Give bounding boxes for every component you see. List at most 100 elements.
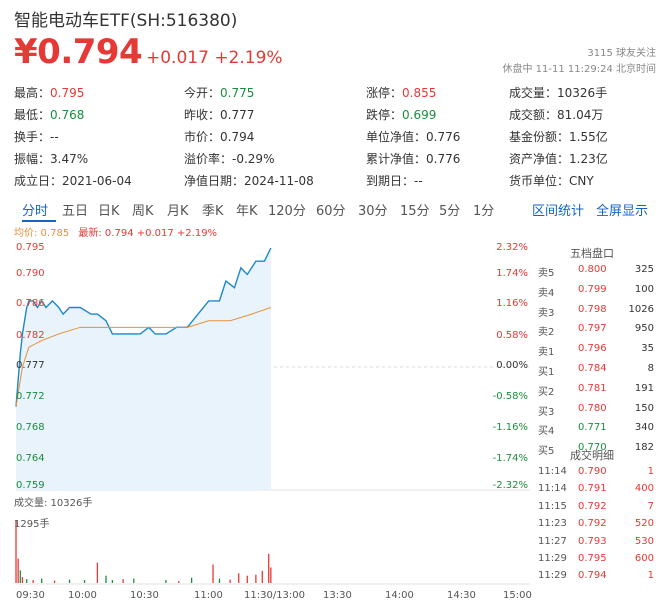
x-tick: 09:30: [16, 590, 45, 601]
y-right-tick: 2.32%: [496, 242, 528, 253]
stat-value: 0.776: [426, 130, 461, 144]
tab-9[interactable]: 30分: [358, 204, 388, 219]
orderbook-row: 买3 0.780 150: [538, 402, 654, 418]
orderbook-level: 买2: [538, 386, 555, 398]
orderbook-price: 0.784: [578, 363, 607, 374]
orderbook-qty: 340: [634, 422, 654, 434]
stat-value: 0.794: [220, 130, 255, 144]
stat-label: 换手：: [14, 130, 51, 144]
x-tick: 14:30: [447, 590, 476, 601]
y-left-tick: 0.790: [16, 268, 45, 279]
stat-cell: 成立日：2021-06-04: [14, 172, 132, 189]
stat-cell: 到期日：--: [366, 172, 423, 189]
trade-qty: 1: [647, 466, 654, 477]
orderbook-level: 卖3: [538, 307, 555, 319]
trade-price: 0.794: [578, 570, 607, 582]
orderbook-price: 0.797: [578, 323, 607, 335]
stat-cell: 资产净值：1.23亿: [509, 150, 608, 167]
followers-count: 3115 球友关注: [587, 48, 656, 59]
tab-12[interactable]: 1分: [473, 204, 495, 219]
orderbook-level: 买3: [538, 406, 555, 418]
stat-label: 净值日期：: [184, 174, 245, 188]
trade-price: 0.790: [578, 466, 607, 477]
tab-11[interactable]: 5分: [439, 204, 461, 219]
stat-value: 3.47%: [50, 152, 89, 166]
orderbook-price: 0.798: [578, 303, 607, 315]
stat-cell: 涨停：0.855: [366, 84, 436, 101]
stat-value: --: [50, 130, 59, 144]
range-stats-button[interactable]: 区间统计: [532, 204, 585, 219]
tab-3[interactable]: 周K: [132, 204, 154, 219]
orderbook-row: 卖4 0.799 100: [538, 283, 654, 299]
stat-value: --: [414, 174, 423, 188]
y-left-tick: 0.759: [16, 480, 45, 491]
trade-qty: 530: [634, 535, 654, 547]
trade-price: 0.792: [578, 518, 607, 530]
stat-cell: 最低：0.768: [14, 106, 84, 123]
tab-8[interactable]: 60分: [316, 204, 346, 219]
trade-price: 0.791: [578, 483, 607, 495]
tab-10[interactable]: 15分: [400, 204, 430, 219]
tab-4[interactable]: 月K: [167, 204, 189, 219]
tab-0[interactable]: 分时: [22, 204, 49, 219]
stat-value: 0.775: [220, 86, 255, 100]
stat-cell: 今开：0.775: [184, 84, 254, 101]
orderbook-row: 卖1 0.796 35: [538, 343, 654, 359]
stat-cell: 换手：--: [14, 128, 59, 145]
stat-value: 0.777: [220, 108, 255, 122]
stat-cell: 跌停：0.699: [366, 106, 436, 123]
y-left-tick: 0.777: [16, 360, 45, 371]
orderbook-price: 0.796: [578, 343, 607, 355]
trade-price: 0.795: [578, 553, 607, 564]
stat-label: 单位净值：: [366, 130, 427, 144]
market-status: 休盘中 11-11 11:29:24 北京时间: [502, 64, 656, 75]
orderbook-row: 卖3 0.798 1026: [538, 303, 654, 319]
orderbook-price: 0.781: [578, 382, 607, 394]
stat-cell: 货币单位：CNY: [509, 172, 594, 189]
stat-label: 跌停：: [366, 108, 403, 122]
tab-5[interactable]: 季K: [202, 204, 224, 219]
stats-row: 换手：-- 市价：0.794 单位净值：0.776 基金份额：1.55亿: [14, 128, 664, 146]
stats-row: 振幅：3.47% 溢价率：-0.29% 累计净值：0.776 资产净值：1.23亿: [14, 150, 664, 168]
trade-price: 0.793: [578, 535, 607, 547]
orderbook-row: 卖5 0.800 325: [538, 264, 654, 279]
tab-1[interactable]: 五日: [62, 204, 89, 219]
orderbook-qty: 1026: [628, 303, 654, 315]
stat-value: 1.55亿: [569, 130, 608, 144]
y-left-tick: 0.795: [16, 242, 45, 253]
orderbook-level: 买5: [538, 446, 555, 458]
y-right-tick: 0.58%: [496, 330, 528, 341]
tab-6[interactable]: 年K: [236, 204, 258, 219]
orderbook-price: 0.771: [578, 422, 607, 434]
x-tick: 14:00: [385, 590, 414, 601]
y-left-tick: 0.786: [16, 298, 45, 309]
tab-2[interactable]: 日K: [98, 204, 120, 219]
stat-value: 10326手: [557, 86, 608, 100]
volume-label: 成交量: 10326手: [14, 498, 93, 509]
orderbook-price: 0.799: [578, 283, 607, 295]
trade-row: 11:15 0.792 7: [538, 501, 654, 515]
trade-time: 11:15: [538, 500, 567, 512]
orderbook-row: 卖2 0.797 950: [538, 323, 654, 338]
orderbook-qty: 100: [634, 283, 654, 295]
trade-qty: 600: [634, 553, 654, 564]
orderbook-qty: 150: [634, 402, 654, 414]
stats-row: 成立日：2021-06-04 净值日期：2024-11-08 到期日：-- 货币单位：…: [14, 172, 664, 190]
trade-row: 11:29 0.795 600: [538, 553, 654, 567]
tab-7[interactable]: 120分: [268, 204, 306, 219]
stat-label: 今开：: [184, 86, 221, 100]
volume-max-label: 1295手: [14, 519, 50, 530]
fullscreen-button[interactable]: 全屏显示: [596, 204, 649, 219]
active-tab-underline: [22, 220, 56, 222]
stat-label: 涨停：: [366, 86, 403, 100]
avg-price-legend: 均价: 0.785: [14, 228, 70, 239]
stat-label: 累计净值：: [366, 152, 427, 166]
orderbook-level: 卖1: [538, 347, 555, 359]
y-left-tick: 0.764: [16, 453, 45, 464]
stat-value: 0.776: [426, 152, 461, 166]
x-tick: 11:00: [194, 590, 223, 601]
stat-label: 昨收：: [184, 108, 221, 122]
orderbook-price: 0.770: [578, 442, 607, 454]
stat-cell: 振幅：3.47%: [14, 150, 88, 167]
